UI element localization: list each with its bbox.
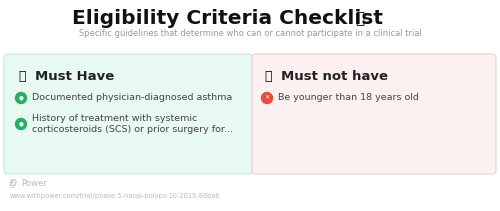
Text: Be younger than 18 years old: Be younger than 18 years old bbox=[278, 93, 419, 103]
Text: Power: Power bbox=[21, 180, 47, 188]
Circle shape bbox=[16, 92, 26, 104]
Text: ●: ● bbox=[18, 122, 24, 127]
Circle shape bbox=[16, 119, 26, 130]
Circle shape bbox=[262, 92, 272, 104]
FancyBboxPatch shape bbox=[4, 54, 252, 174]
Text: Must not have: Must not have bbox=[281, 69, 388, 83]
Text: Ð: Ð bbox=[10, 180, 17, 188]
FancyBboxPatch shape bbox=[252, 54, 496, 174]
Text: 👎: 👎 bbox=[264, 69, 272, 83]
Text: 🅓: 🅓 bbox=[10, 180, 14, 188]
Text: Eligibility Criteria Checklist: Eligibility Criteria Checklist bbox=[72, 9, 384, 28]
Text: ●: ● bbox=[18, 96, 24, 101]
Text: Specific guidelines that determine who can or cannot participate in a clinical t: Specific guidelines that determine who c… bbox=[78, 30, 422, 38]
Text: 📋: 📋 bbox=[356, 12, 364, 27]
Text: Must Have: Must Have bbox=[35, 69, 114, 83]
Text: Documented physician-diagnosed asthma: Documented physician-diagnosed asthma bbox=[32, 93, 232, 103]
Text: 👍: 👍 bbox=[18, 69, 26, 83]
Text: ✕: ✕ bbox=[264, 96, 270, 101]
Text: History of treatment with systemic
corticosteroids (SCS) or prior surgery for...: History of treatment with systemic corti… bbox=[32, 114, 233, 134]
Text: www.withpower.com/trial/phase-5-nasal-polyps-10-2019-86ba6: www.withpower.com/trial/phase-5-nasal-po… bbox=[10, 193, 220, 199]
